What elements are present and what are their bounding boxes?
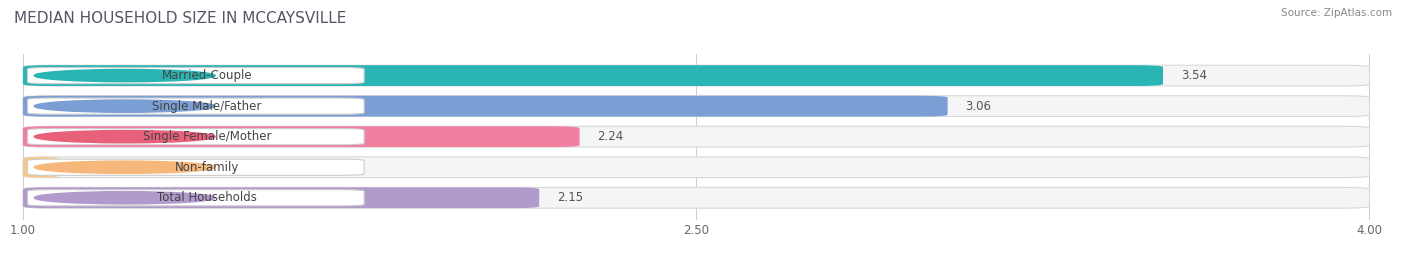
Circle shape — [34, 192, 215, 204]
Text: Source: ZipAtlas.com: Source: ZipAtlas.com — [1281, 8, 1392, 18]
Text: 2.24: 2.24 — [598, 130, 624, 143]
Text: 3.06: 3.06 — [966, 100, 991, 113]
FancyBboxPatch shape — [28, 159, 364, 175]
Circle shape — [34, 100, 215, 112]
Text: Single Male/Father: Single Male/Father — [152, 100, 262, 113]
FancyBboxPatch shape — [22, 65, 1163, 86]
Circle shape — [34, 131, 215, 143]
Text: 3.54: 3.54 — [1181, 69, 1206, 82]
FancyBboxPatch shape — [28, 68, 364, 84]
FancyBboxPatch shape — [22, 126, 1369, 147]
Text: Single Female/Mother: Single Female/Mother — [143, 130, 271, 143]
FancyBboxPatch shape — [28, 98, 364, 114]
FancyBboxPatch shape — [22, 65, 1369, 86]
Text: Married-Couple: Married-Couple — [162, 69, 252, 82]
FancyBboxPatch shape — [28, 190, 364, 206]
FancyBboxPatch shape — [22, 96, 948, 117]
FancyBboxPatch shape — [22, 96, 1369, 117]
Text: Total Households: Total Households — [157, 191, 257, 204]
FancyBboxPatch shape — [28, 129, 364, 145]
Circle shape — [34, 69, 215, 82]
Text: MEDIAN HOUSEHOLD SIZE IN MCCAYSVILLE: MEDIAN HOUSEHOLD SIZE IN MCCAYSVILLE — [14, 11, 346, 26]
FancyBboxPatch shape — [22, 187, 538, 208]
Text: 1.08: 1.08 — [77, 161, 103, 174]
FancyBboxPatch shape — [22, 126, 579, 147]
Text: 2.15: 2.15 — [557, 191, 583, 204]
FancyBboxPatch shape — [22, 157, 59, 178]
Text: Non-family: Non-family — [174, 161, 239, 174]
FancyBboxPatch shape — [22, 157, 1369, 178]
Circle shape — [34, 161, 215, 173]
FancyBboxPatch shape — [22, 187, 1369, 208]
